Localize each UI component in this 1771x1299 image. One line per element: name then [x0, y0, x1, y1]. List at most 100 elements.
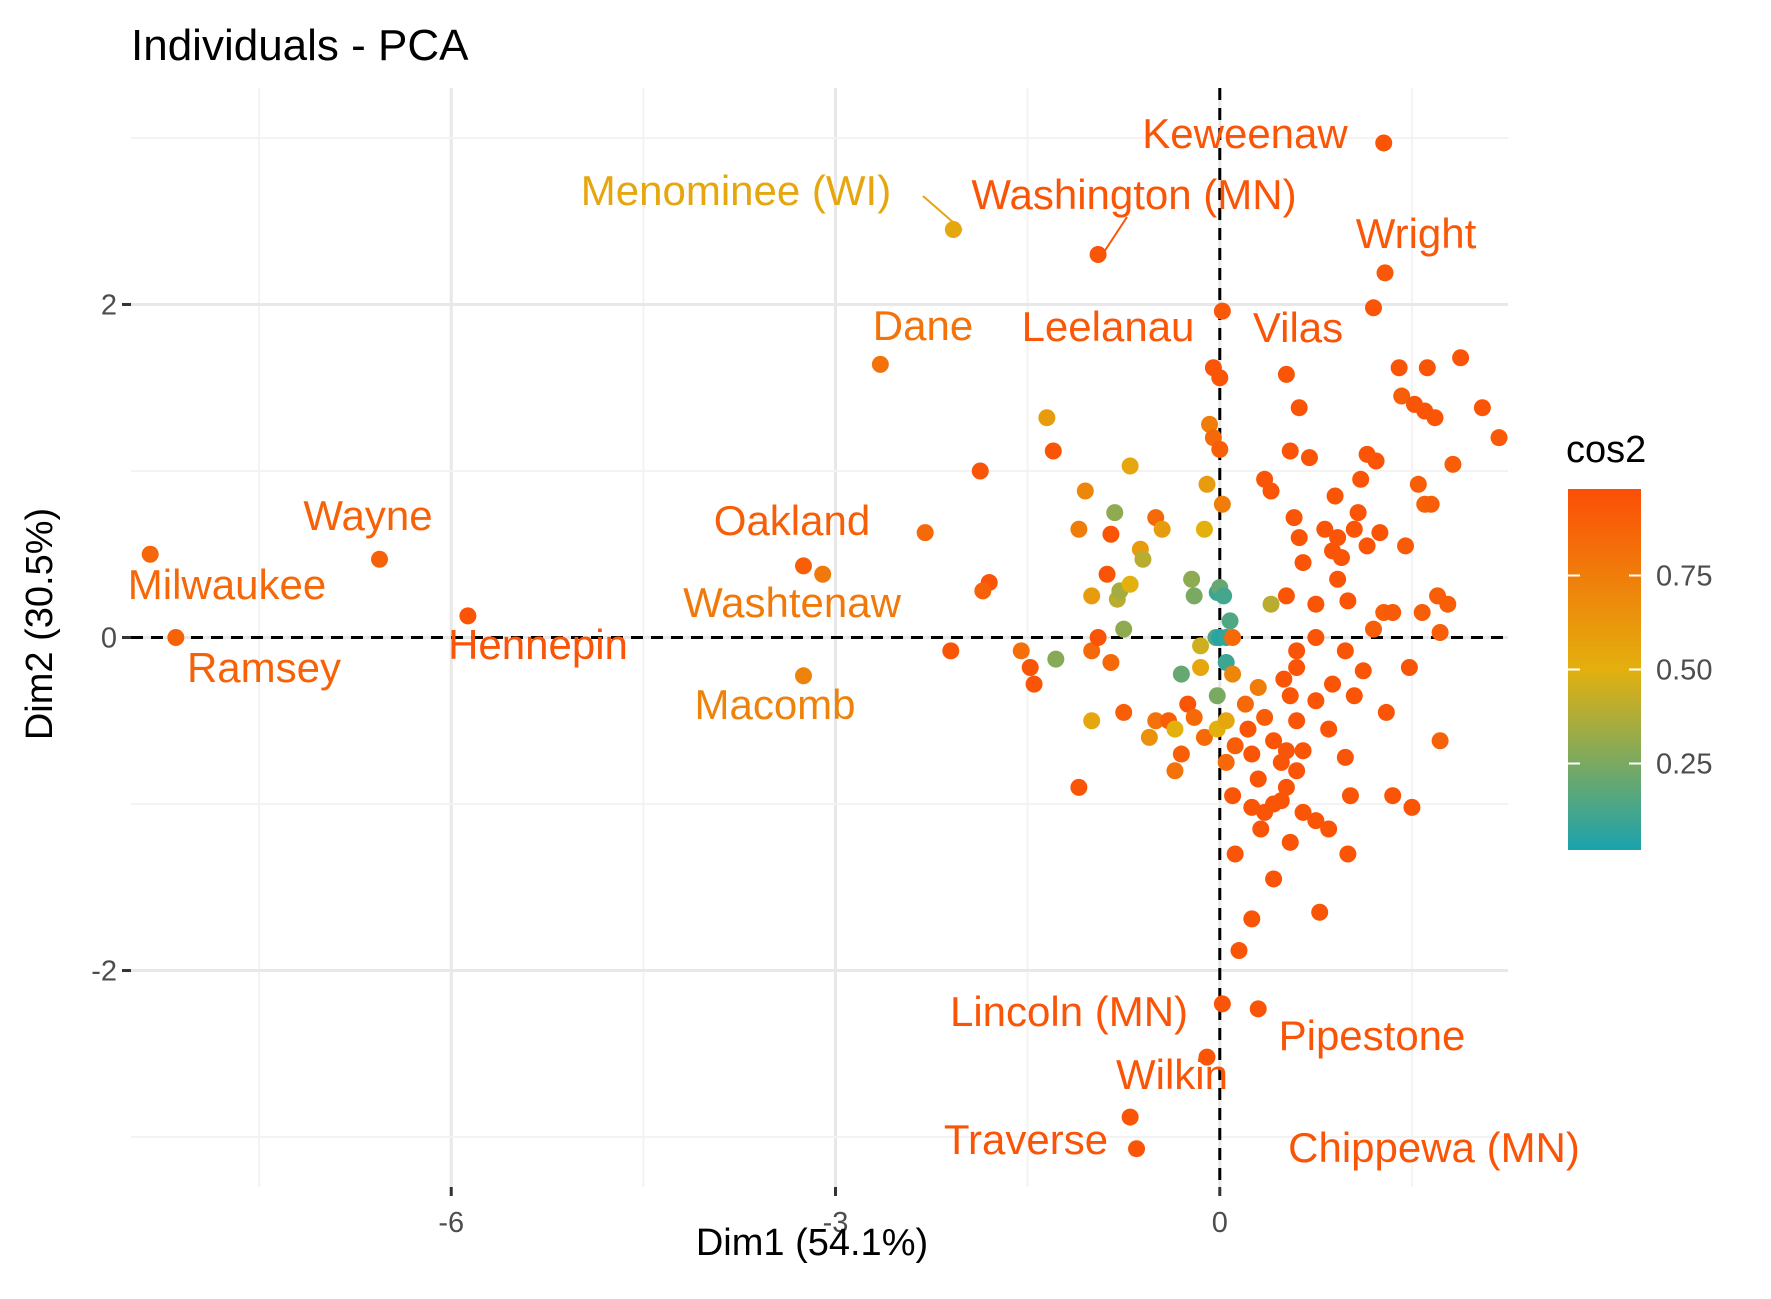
y-tick-label: 0: [101, 623, 117, 655]
y-tick-label: -2: [91, 956, 117, 988]
data-point: [1294, 554, 1312, 572]
legend-tick-label: 0.25: [1656, 749, 1712, 781]
data-point: [1098, 565, 1116, 583]
data-point: [1224, 629, 1242, 646]
data-point: [1249, 770, 1267, 788]
data-point: [1106, 504, 1124, 522]
data-point: [1208, 687, 1226, 705]
data-point: [1183, 570, 1201, 588]
data-point: [1281, 442, 1299, 460]
data-point: [1290, 399, 1308, 417]
data-point: [1288, 642, 1306, 660]
data-point: [1320, 720, 1338, 738]
point-label: Pipestone: [1279, 1012, 1466, 1059]
data-point-labeled: [1089, 246, 1107, 264]
point-label: Lincoln (MN): [950, 988, 1188, 1035]
data-point: [1390, 359, 1408, 377]
data-point: [1473, 399, 1491, 417]
data-point-labeled: [167, 629, 185, 646]
data-point: [1281, 687, 1299, 705]
data-point: [1195, 520, 1213, 538]
data-point: [1185, 708, 1203, 726]
data-point: [1147, 712, 1165, 730]
data-point: [1354, 662, 1372, 680]
data-point: [1211, 369, 1229, 387]
x-axis-label: Dim1 (54.1%): [696, 1222, 928, 1264]
data-point-labeled: [871, 355, 889, 373]
data-point: [1265, 870, 1283, 888]
point-label: Hennepin: [448, 621, 628, 668]
data-point: [1339, 845, 1357, 863]
label-leader-line: [922, 195, 963, 231]
data-point: [974, 582, 992, 600]
chart-title: Individuals - PCA: [131, 21, 469, 70]
data-point: [1290, 529, 1308, 547]
data-point: [1195, 728, 1213, 746]
point-label: Wilkin: [1116, 1051, 1228, 1098]
data-point: [1413, 604, 1431, 622]
y-tick-label: 2: [101, 289, 117, 321]
data-point: [1358, 537, 1376, 555]
data-point: [1320, 820, 1338, 838]
data-point: [1012, 642, 1030, 660]
point-label: Washtenaw: [683, 579, 902, 626]
data-point: [1384, 787, 1402, 805]
data-point: [1243, 745, 1261, 763]
data-point: [1249, 678, 1267, 696]
data-point: [1377, 703, 1395, 721]
data-point: [1166, 720, 1184, 738]
data-point: [1329, 570, 1347, 588]
data-point: [1326, 487, 1344, 505]
data-point: [1025, 675, 1043, 693]
data-point: [1431, 732, 1449, 750]
data-point: [1243, 798, 1261, 816]
data-point-labeled: [1128, 1140, 1146, 1158]
data-point: [1336, 642, 1354, 660]
point-label: Wayne: [303, 492, 432, 539]
point-label: Ramsey: [187, 644, 341, 691]
x-tick-label: 0: [1212, 1207, 1228, 1239]
data-point: [1239, 720, 1257, 738]
data-point: [1047, 650, 1065, 668]
data-point-labeled: [1213, 302, 1231, 320]
data-point: [1265, 732, 1283, 750]
data-point: [1409, 475, 1427, 493]
data-point: [1422, 495, 1440, 513]
data-point: [1316, 520, 1334, 538]
legend-tick-label: 0.50: [1656, 655, 1712, 687]
data-point: [1185, 587, 1203, 605]
data-point: [1400, 658, 1418, 676]
point-label: Vilas: [1253, 304, 1343, 351]
data-point-labeled: [141, 545, 159, 563]
data-point: [1121, 575, 1139, 593]
y-axis-label: Dim2 (30.5%): [19, 508, 61, 740]
data-point: [1179, 695, 1197, 713]
axes: -6 -3 0 -2 0 2: [91, 289, 1228, 1239]
data-point: [1224, 787, 1242, 805]
data-point: [1332, 549, 1350, 567]
data-point-labeled: [371, 550, 389, 568]
data-point: [1307, 629, 1325, 646]
data-point: [1397, 537, 1415, 555]
data-point: [1444, 455, 1462, 473]
point-label: Dane: [873, 302, 973, 349]
data-point: [1038, 409, 1056, 427]
data-point: [1070, 778, 1088, 796]
data-point: [1217, 712, 1235, 730]
data-point: [1345, 687, 1363, 705]
legend-tick-label: 0.75: [1656, 560, 1712, 592]
data-point: [1172, 665, 1190, 683]
data-point: [1102, 653, 1120, 671]
data-point: [1089, 629, 1107, 646]
data-point: [1307, 812, 1325, 830]
data-point-labeled: [1213, 995, 1231, 1013]
data-point: [1243, 910, 1261, 928]
data-point: [1384, 604, 1402, 622]
data-point-labeled: [794, 557, 812, 575]
data-point: [1224, 665, 1242, 683]
data-point-labeled: [814, 565, 832, 583]
data-point: [1262, 595, 1280, 613]
data-point-labeled: [459, 607, 477, 625]
data-point: [1262, 482, 1280, 500]
